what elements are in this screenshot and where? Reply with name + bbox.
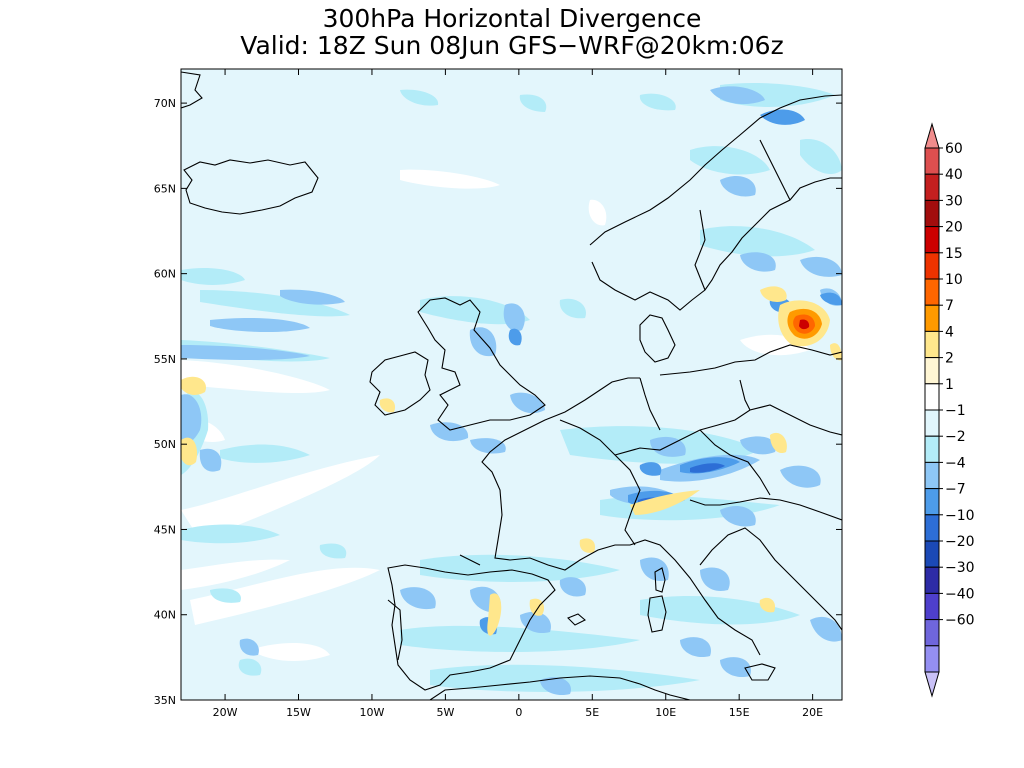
colorbar-swatch bbox=[924, 461, 940, 490]
map-frame bbox=[180, 68, 843, 701]
colorbar-swatch bbox=[924, 383, 940, 411]
africa-coast bbox=[429, 675, 691, 700]
greenland-coast bbox=[181, 71, 203, 109]
colorbar-swatch bbox=[924, 645, 940, 673]
colorbar-swatch bbox=[924, 304, 940, 332]
ireland-coast bbox=[369, 351, 431, 416]
colorbar-label: 10 bbox=[945, 272, 963, 288]
lon-label: 20E bbox=[802, 706, 823, 719]
colorbar-swatch bbox=[924, 540, 940, 568]
colorbar-label: 15 bbox=[945, 246, 963, 262]
colorbar-label: −30 bbox=[945, 560, 975, 576]
colorbar-label: 40 bbox=[945, 167, 963, 183]
colorbar-swatch bbox=[924, 330, 940, 359]
colorbar-label: −2 bbox=[945, 429, 966, 445]
corsica-coast bbox=[654, 567, 666, 593]
colorbar-label: −20 bbox=[945, 534, 975, 550]
colorbar-top-arrow bbox=[924, 122, 940, 149]
colorbar-label: −4 bbox=[945, 455, 966, 471]
coastlines bbox=[181, 71, 842, 700]
britain-coast bbox=[417, 297, 546, 431]
lon-label: 0 bbox=[515, 706, 522, 719]
colorbar-swatch bbox=[924, 252, 940, 280]
continental-coast bbox=[481, 377, 842, 656]
colorbar-swatch bbox=[924, 199, 940, 228]
lon-label: 15W bbox=[286, 706, 311, 719]
colorbar-label: −7 bbox=[945, 482, 966, 498]
iberia-coast bbox=[387, 564, 556, 691]
iceland-coast bbox=[183, 159, 319, 215]
colorbar-label: −1 bbox=[945, 403, 966, 419]
yellow-contours bbox=[181, 286, 842, 636]
country-borders bbox=[387, 377, 842, 661]
map-title: 300hPa Horizontal Divergence bbox=[322, 4, 702, 33]
lat-label: 50N bbox=[154, 438, 176, 451]
lat-label: 45N bbox=[154, 523, 176, 536]
colorbar-swatch bbox=[924, 278, 940, 306]
lat-label: 40N bbox=[154, 609, 176, 622]
colorbar-label: −40 bbox=[945, 586, 975, 602]
sardinia-coast bbox=[647, 595, 667, 633]
colorbar-swatch bbox=[924, 619, 940, 647]
sicily-coast bbox=[744, 663, 776, 681]
map-subtitle: Valid: 18Z Sun 08Jun GFS−WRF@20km:06z bbox=[240, 31, 784, 60]
colorbar-label: 1 bbox=[945, 377, 954, 393]
colorbar-label: −60 bbox=[945, 613, 975, 629]
baltic-coast bbox=[659, 344, 842, 376]
colorbar-label: 4 bbox=[945, 324, 954, 340]
colorbar-swatch bbox=[924, 409, 940, 437]
lon-label: 10E bbox=[655, 706, 676, 719]
colorbar: 60 40 30 20 15 10 7 4 2 1 −1 −2 −4 −7 −10 −20 −30 −40 −60 bbox=[924, 122, 975, 698]
lat-label: 55N bbox=[154, 353, 176, 366]
lon-label: 15E bbox=[729, 706, 750, 719]
colorbar-swatch bbox=[924, 592, 940, 621]
hotspot-contours bbox=[778, 300, 830, 347]
colorbar-label: 30 bbox=[945, 193, 963, 209]
colorbar-label: 7 bbox=[945, 298, 954, 314]
colorbar-label: 60 bbox=[945, 141, 963, 157]
axis-ticks: 20W 15W 10W 5W 0 5E 10E 15E 20E 70N 65N 60N 55N 50N 45… bbox=[154, 69, 842, 719]
lat-label: 65N bbox=[154, 182, 176, 195]
colorbar-label: 20 bbox=[945, 220, 963, 236]
colorbar-swatch bbox=[924, 226, 940, 254]
scandinavia-coast bbox=[589, 94, 842, 311]
lat-label: 70N bbox=[154, 97, 176, 110]
colorbar-swatch bbox=[924, 566, 940, 594]
lat-label: 35N bbox=[154, 694, 176, 707]
colorbar-swatch bbox=[924, 435, 940, 463]
denmark-coast bbox=[639, 314, 676, 363]
colorbar-swatch bbox=[924, 488, 940, 516]
divergence-field bbox=[181, 69, 842, 700]
colorbar-label: −10 bbox=[945, 508, 975, 524]
lon-label: 5E bbox=[585, 706, 599, 719]
colorbar-swatch bbox=[924, 173, 940, 201]
lat-label: 60N bbox=[154, 268, 176, 281]
lon-label: 10W bbox=[360, 706, 385, 719]
colorbar-label: 2 bbox=[945, 351, 954, 367]
finland-border bbox=[759, 139, 791, 201]
balearic-coast bbox=[567, 613, 586, 626]
norway-sweden-border bbox=[694, 209, 706, 291]
colorbar-swatch bbox=[924, 147, 940, 175]
colorbar-swatch bbox=[924, 514, 940, 542]
colorbar-bottom-arrow bbox=[924, 671, 940, 698]
colorbar-swatch bbox=[924, 357, 940, 385]
lon-label: 5W bbox=[436, 706, 454, 719]
lon-label: 20W bbox=[213, 706, 238, 719]
